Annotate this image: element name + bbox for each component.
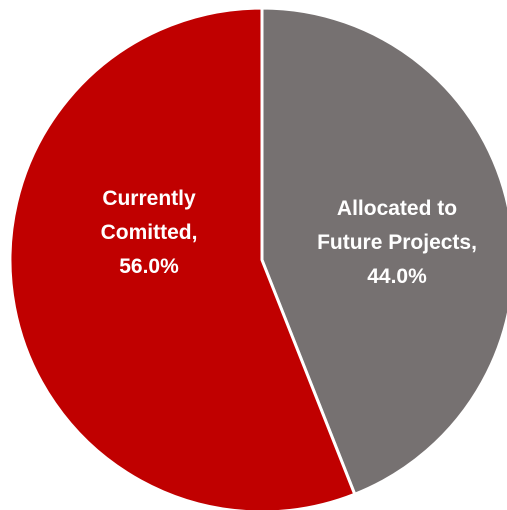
pie-slice-label-0: Allocated to Future Projects, 44.0% [317,197,477,288]
pie-slice-label-line: Currently [102,187,196,210]
pie-slice-label-line: Future Projects, [317,231,477,254]
pie-slice-label-line: 44.0% [367,265,427,288]
pie-slice-label-1: Currently Comitted, 56.0% [101,187,198,278]
pie-slice-label-line: Comitted, [101,221,198,244]
pie-slices [8,6,507,510]
pie-slice-0 [260,6,507,496]
pie-labels: Allocated to Future Projects, 44.0% Current… [101,187,477,288]
pie-slice-label-line: 56.0% [119,255,179,278]
pie-slice-label-line: Allocated to [337,197,457,220]
